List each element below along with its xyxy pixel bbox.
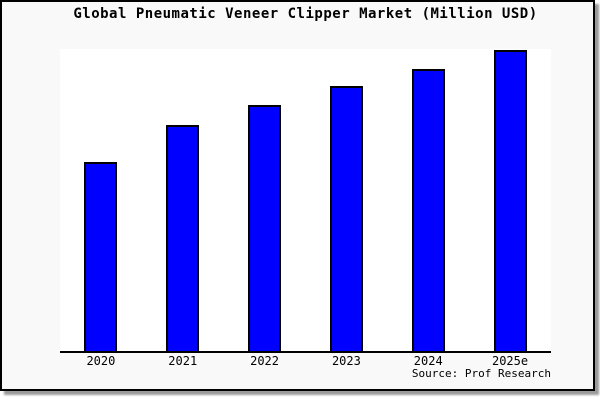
bar-2024 bbox=[411, 68, 445, 351]
bar-slot bbox=[387, 49, 469, 351]
chart-title: Global Pneumatic Veneer Clipper Market (… bbox=[73, 6, 538, 22]
chart-frame: Global Pneumatic Veneer Clipper Market (… bbox=[0, 0, 595, 391]
bar-slot bbox=[224, 49, 306, 351]
plot-area bbox=[60, 49, 551, 353]
bar-2022 bbox=[248, 104, 282, 351]
source-attribution: Source: Prof Research bbox=[411, 367, 551, 380]
x-tick-label-2025e: 2025e bbox=[491, 354, 529, 368]
x-tick-label-2021: 2021 bbox=[168, 354, 198, 368]
x-tick-label-2020: 2020 bbox=[86, 354, 116, 368]
bar-2023 bbox=[329, 86, 363, 351]
bar-2020 bbox=[84, 161, 118, 351]
x-tick-label-2024: 2024 bbox=[413, 354, 443, 368]
x-tick-label-2022: 2022 bbox=[250, 354, 280, 368]
x-tick-label-2023: 2023 bbox=[331, 354, 361, 368]
bar-slot bbox=[469, 49, 551, 351]
bar-slot bbox=[142, 49, 224, 351]
bar-slot bbox=[60, 49, 142, 351]
x-axis-tick-labels: 2020 2021 2022 2023 2024 2025e bbox=[60, 354, 551, 368]
bar-2025e bbox=[493, 49, 527, 351]
bar-slot bbox=[305, 49, 387, 351]
bar-2021 bbox=[166, 125, 200, 351]
